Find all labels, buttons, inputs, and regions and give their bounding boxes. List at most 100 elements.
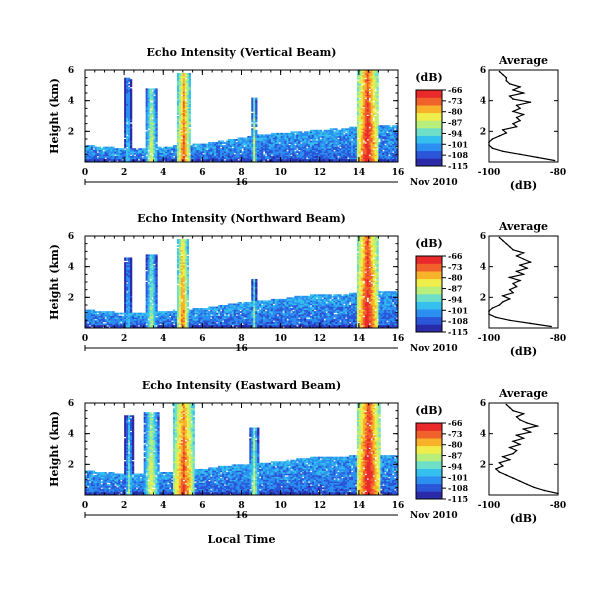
heatmap-cell — [345, 148, 348, 151]
heatmap-cell — [124, 93, 127, 95]
heatmap-cell — [129, 79, 133, 82]
heatmap-cell — [182, 142, 186, 144]
heatmap-cell — [149, 109, 152, 112]
heatmap-cell — [237, 142, 240, 144]
heatmap-cell — [176, 285, 180, 287]
heatmap-cell — [145, 283, 148, 286]
heatmap-cell — [327, 154, 330, 157]
heatmap-cell — [362, 70, 366, 72]
heatmap-cell — [311, 155, 315, 158]
heatmap-cell — [356, 134, 360, 137]
heatmap-cell — [128, 157, 131, 160]
heatmap-cell — [112, 158, 115, 161]
heatmap-cell — [368, 109, 371, 112]
heatmap-cell — [302, 148, 305, 151]
heatmap-cell — [128, 271, 131, 274]
heatmap-cell — [171, 152, 174, 155]
heatmap-cell — [233, 146, 236, 149]
heatmap-cell — [251, 154, 254, 157]
heatmap-cell — [278, 135, 281, 138]
heatmap-cell — [128, 109, 131, 112]
heatmap-cell — [319, 155, 323, 158]
heatmap-cell — [153, 100, 156, 103]
heatmap-cell — [126, 272, 129, 275]
heatmap-cell — [341, 149, 344, 152]
heatmap-cell — [163, 148, 166, 151]
heatmap-cell — [315, 129, 319, 132]
heatmap-cell — [176, 93, 180, 95]
heatmap-cell — [171, 158, 174, 161]
heatmap-cell — [313, 143, 317, 146]
heatmap-cell — [247, 148, 250, 151]
heatmap-cell — [368, 93, 371, 95]
heatmap-cell — [151, 157, 154, 160]
heatmap-cell — [386, 137, 389, 140]
heatmap-cell — [110, 151, 113, 154]
heatmap-cell — [272, 154, 276, 157]
heatmap-cell — [362, 112, 366, 115]
heatmap-cell — [176, 82, 180, 85]
heatmap-cell — [86, 318, 90, 321]
heatmap-cell — [169, 317, 172, 320]
heatmap-cell — [94, 320, 98, 323]
heatmap-cell — [255, 103, 258, 106]
heatmap-cell — [126, 135, 129, 138]
heatmap-cell — [182, 73, 186, 75]
heatmap-cell — [319, 139, 323, 141]
heatmap-cell — [96, 311, 99, 313]
heatmap-cell — [210, 151, 213, 154]
heatmap-cell — [341, 128, 344, 131]
heatmap-cell — [188, 149, 191, 152]
heatmap-cell — [188, 114, 191, 117]
heatmap-cell — [292, 154, 295, 157]
heatmap-cell — [147, 125, 150, 128]
heatmap-cell — [270, 146, 274, 149]
heatmap-cell — [282, 135, 285, 138]
heatmap-cell — [128, 89, 131, 92]
heatmap-cell — [290, 142, 293, 144]
heatmap-cell — [186, 103, 189, 106]
heatmap-cell — [245, 152, 248, 155]
heatmap-cell — [368, 77, 371, 80]
heatmap-cell — [126, 298, 129, 301]
heatmap-cell — [147, 323, 150, 326]
heatmap-cell — [126, 96, 129, 98]
heatmap-cell — [124, 321, 127, 324]
heatmap-cell — [180, 140, 184, 143]
heatmap-cell — [145, 148, 148, 151]
heatmap-cell — [327, 137, 330, 140]
heatmap-cell — [108, 321, 111, 324]
heatmap-cell — [325, 140, 328, 143]
heatmap-cell — [126, 123, 129, 126]
heatmap-cell — [85, 321, 88, 324]
heatmap-cell — [186, 105, 189, 108]
heatmap-cell — [276, 148, 279, 151]
heatmap-cell — [180, 152, 184, 155]
heatmap-cell — [141, 151, 144, 154]
heatmap-cell — [370, 137, 373, 140]
heatmap-cell — [88, 158, 92, 161]
heatmap-cell — [196, 149, 199, 152]
heatmap-cell — [124, 311, 127, 313]
heatmap-cell — [221, 146, 225, 149]
heatmap-cell — [394, 146, 397, 149]
heatmap-cell — [126, 271, 129, 274]
heatmap-cell — [362, 91, 366, 94]
heatmap-cell — [186, 82, 189, 85]
heatmap-cell — [147, 137, 150, 140]
heatmap-cell — [128, 298, 131, 301]
heatmap-cell — [253, 111, 256, 114]
heatmap-cell — [173, 309, 176, 312]
heatmap-cell — [210, 149, 213, 152]
heatmap-cell — [372, 111, 375, 114]
heatmap-cell — [184, 88, 188, 91]
heatmap-cell — [129, 83, 133, 86]
heatmap-cell — [137, 312, 141, 315]
heatmap-cell — [155, 149, 158, 152]
heatmap-cell — [159, 146, 162, 149]
heatmap-cell — [364, 123, 367, 126]
heatmap-cell — [360, 86, 364, 89]
heatmap-cell — [114, 326, 117, 329]
heatmap-cell — [327, 149, 330, 152]
heatmap-cell — [157, 154, 160, 157]
